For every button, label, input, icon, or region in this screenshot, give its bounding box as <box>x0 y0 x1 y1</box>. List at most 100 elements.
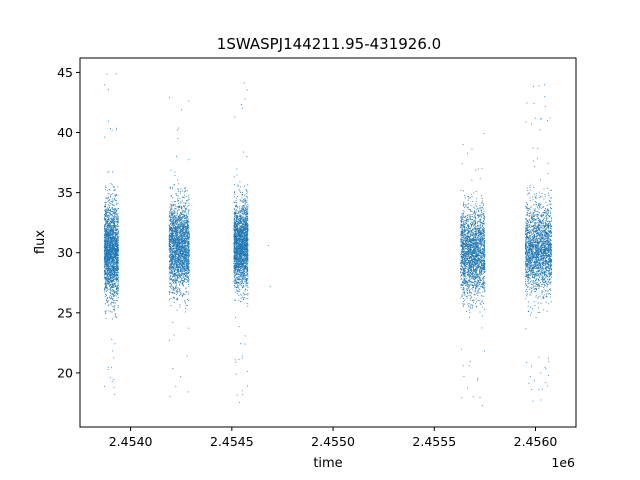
data-point <box>188 252 190 254</box>
data-point <box>108 235 110 237</box>
data-point <box>242 283 244 285</box>
data-point <box>188 197 190 199</box>
scatter-points <box>103 73 553 407</box>
data-point <box>238 299 240 301</box>
data-point <box>171 235 173 237</box>
data-point <box>105 270 106 272</box>
data-point <box>237 278 239 280</box>
data-point <box>176 280 178 281</box>
data-point <box>112 244 113 246</box>
data-point <box>175 238 177 240</box>
data-point <box>171 292 173 294</box>
data-point <box>175 266 177 268</box>
data-point <box>171 265 173 267</box>
data-point <box>182 222 184 224</box>
data-point <box>106 245 108 247</box>
data-point <box>178 274 180 276</box>
data-point <box>116 267 117 268</box>
data-point <box>187 268 189 270</box>
data-point <box>182 216 184 218</box>
data-point <box>173 203 174 205</box>
data-point <box>187 235 189 237</box>
data-point <box>171 246 173 247</box>
data-point <box>178 248 179 249</box>
data-point <box>110 266 112 268</box>
data-point <box>181 231 183 233</box>
data-point <box>109 256 111 258</box>
data-point <box>111 257 113 259</box>
data-point <box>186 231 188 233</box>
data-point <box>170 217 172 219</box>
data-point <box>243 273 245 275</box>
data-point <box>172 234 173 236</box>
data-point <box>106 265 108 267</box>
data-point <box>111 184 113 186</box>
data-point <box>114 257 115 258</box>
data-point <box>175 291 177 293</box>
data-point <box>103 214 105 215</box>
data-point <box>173 264 174 266</box>
data-point <box>116 275 118 277</box>
data-point <box>175 258 176 260</box>
data-point <box>246 272 248 274</box>
data-point <box>186 223 188 225</box>
data-point <box>179 252 181 254</box>
data-point <box>115 127 117 129</box>
data-point <box>173 247 175 249</box>
data-point <box>187 225 189 227</box>
data-point <box>117 290 119 292</box>
data-point <box>116 230 118 231</box>
data-point <box>178 249 180 251</box>
data-point <box>117 266 119 268</box>
data-point <box>171 234 173 235</box>
data-point <box>112 260 114 262</box>
data-point <box>247 285 248 287</box>
data-point <box>174 279 176 280</box>
data-point <box>109 255 111 257</box>
data-point <box>183 211 185 213</box>
data-point <box>188 235 190 237</box>
data-point <box>175 288 177 290</box>
data-point <box>184 222 186 224</box>
data-point <box>114 254 116 255</box>
data-point <box>183 273 185 275</box>
data-point <box>111 250 113 252</box>
data-point <box>170 229 171 231</box>
data-point <box>112 234 114 236</box>
data-point <box>104 256 106 257</box>
data-point <box>116 248 118 250</box>
data-point <box>114 246 116 247</box>
data-point <box>116 252 117 254</box>
data-point <box>169 218 171 220</box>
data-point <box>117 249 119 251</box>
data-point <box>171 222 173 224</box>
data-point <box>117 260 119 262</box>
data-point <box>106 258 108 260</box>
data-point <box>181 241 182 242</box>
data-point <box>177 223 179 225</box>
data-point <box>177 236 179 238</box>
data-point <box>175 266 177 268</box>
data-point <box>177 237 179 239</box>
data-point <box>116 209 118 211</box>
data-point <box>111 270 113 271</box>
data-point <box>185 251 187 253</box>
data-point <box>179 219 181 221</box>
data-point <box>176 206 178 208</box>
data-point <box>108 225 110 227</box>
data-point <box>180 269 182 271</box>
data-point <box>180 228 181 230</box>
data-point <box>177 197 179 199</box>
data-point <box>104 231 106 232</box>
data-point <box>170 208 172 210</box>
data-point <box>169 340 170 342</box>
data-point <box>181 247 183 249</box>
data-point <box>186 274 188 276</box>
data-point <box>111 222 113 224</box>
data-point <box>180 251 182 253</box>
data-point <box>181 190 183 192</box>
data-point <box>114 264 115 266</box>
data-point <box>110 278 112 280</box>
data-point <box>110 268 112 270</box>
data-point <box>115 239 117 241</box>
